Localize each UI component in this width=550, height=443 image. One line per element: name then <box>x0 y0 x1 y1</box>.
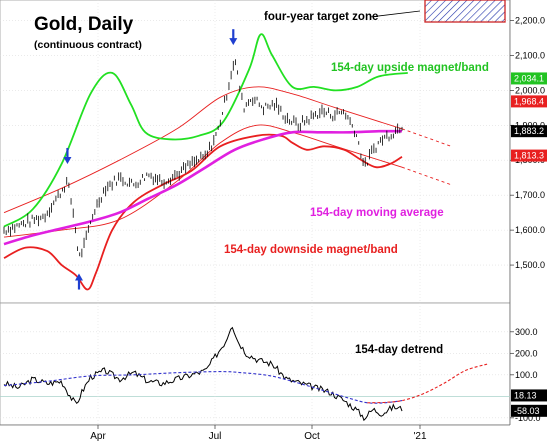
x-tick-label: '21 <box>413 431 426 442</box>
price-value-tag-label: 1,813.3 <box>514 151 544 161</box>
upside-band-line <box>3 33 408 228</box>
detrend-projection-line <box>367 363 488 404</box>
downside-band-label: 154-day downside magnet/band <box>224 244 398 256</box>
detrend-cycle-line <box>3 371 403 404</box>
upper-envelope-line <box>3 86 403 214</box>
price-y-tick-label: 2,000.0 <box>515 85 545 95</box>
price-value-tag-label: 1,883.2 <box>514 126 544 136</box>
detrend-panel-frame <box>0 302 511 426</box>
price-value-tag <box>511 125 547 138</box>
detrend-y-tick-label: 200.0 <box>515 348 538 358</box>
x-tick-label: Apr <box>90 431 106 442</box>
lower-envelope-projection <box>401 166 452 186</box>
detrend-series <box>3 326 488 422</box>
x-axis-area <box>0 425 550 443</box>
upper-envelope-projection <box>401 128 452 147</box>
cycle-arrows <box>63 29 238 290</box>
price-series <box>3 33 452 291</box>
cycle-arrow-down <box>63 147 72 164</box>
price-value-tag-label: 2,034.1 <box>514 73 544 83</box>
detrend-line <box>3 326 403 422</box>
price-value-tag <box>511 95 547 108</box>
price-y-tick-label: 1,700.0 <box>515 190 545 200</box>
price-y-tick-label: 1,600.0 <box>515 225 545 235</box>
y-axis-area <box>510 0 550 425</box>
chart-subtitle: (continuous contract) <box>34 39 142 51</box>
x-tick-label: Jul <box>209 431 222 442</box>
cycle-arrow-up <box>74 273 83 290</box>
detrend-y-tick-label: -100.0 <box>515 413 541 423</box>
price-value-tag <box>511 149 547 162</box>
target-zone-label: four-year target zone <box>264 11 378 23</box>
target-zone-pointer <box>369 10 421 18</box>
upside-band-label: 154-day upside magnet/band <box>331 62 489 74</box>
price-value-tag <box>511 72 547 85</box>
lower-envelope-line <box>3 124 403 238</box>
detrend-value-tag-label: -58.03 <box>514 406 540 416</box>
moving-average-label: 154-day moving average <box>310 207 444 219</box>
price-value-tag-label: 1,968.4 <box>514 96 544 106</box>
last-value-tags: 2,034.1 1,968.4 1,883.2 1,813.3 18.13 -58.03 <box>511 72 547 417</box>
detrend-value-tag-label: 18.13 <box>514 390 537 400</box>
detrend-value-tag <box>511 404 547 417</box>
price-y-tick-label: 1,500.0 <box>515 260 545 270</box>
detrend-value-tag <box>511 389 547 402</box>
cycle-arrow-down <box>229 29 238 46</box>
detrend-y-tick-label: 100.0 <box>515 370 538 380</box>
detrend-y-tick-label: 300.0 <box>515 327 538 337</box>
moving-average-line <box>3 129 403 246</box>
target-zone-box <box>424 0 506 23</box>
detrend-label: 154-day detrend <box>355 344 443 356</box>
chart-title: Gold, Daily <box>34 14 134 35</box>
price-y-tick-label: 2,200.0 <box>515 15 545 25</box>
price-y-tick-label: 2,100.0 <box>515 50 545 60</box>
x-tick-labels: Apr Jul Oct '21 <box>90 425 427 442</box>
x-tick-label: Oct <box>304 431 320 442</box>
